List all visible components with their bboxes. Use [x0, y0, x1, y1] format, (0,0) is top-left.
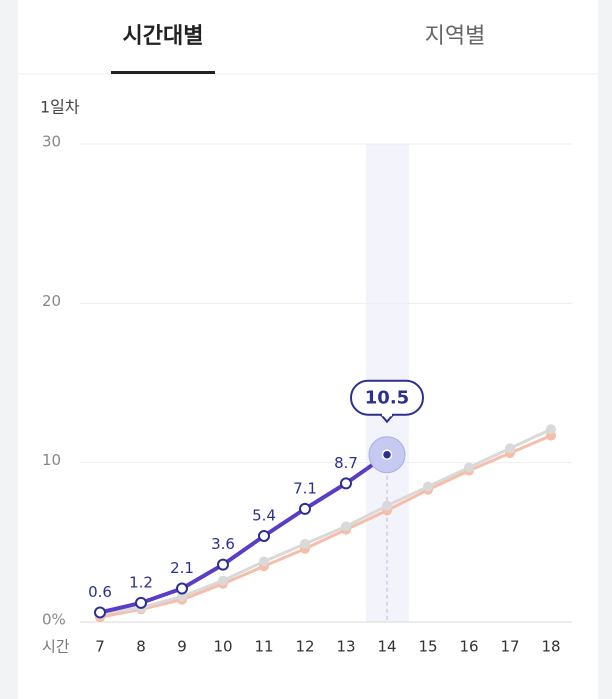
data-label: 8.7	[334, 454, 358, 472]
point	[135, 596, 147, 609]
x-tick-label: 15	[418, 638, 437, 656]
tab-active[interactable]: 시간대별	[123, 24, 204, 49]
subtitle: 1일차	[40, 98, 80, 117]
y-tick-label: 30	[42, 133, 61, 151]
x-tick-label: 10	[213, 638, 232, 656]
point	[176, 582, 188, 595]
x-tick-label: 16	[459, 638, 478, 656]
point	[218, 575, 228, 586]
x-tick-label: 14	[377, 638, 396, 656]
point	[423, 481, 433, 492]
point	[382, 500, 392, 511]
x-tick-label: 13	[336, 638, 355, 656]
x-tick-label: 9	[177, 638, 187, 656]
point	[341, 521, 351, 532]
x-tick-label: 8	[136, 638, 146, 656]
tab-underline	[111, 71, 215, 74]
y-tick-label: 0%	[42, 611, 66, 629]
data-label: 1.2	[129, 573, 153, 591]
x-tick-label: 11	[254, 638, 273, 656]
x-tick-label: 12	[295, 638, 314, 656]
point	[94, 606, 106, 619]
x-axis-label: 시간	[42, 638, 70, 656]
y-tick-label: 20	[42, 292, 61, 310]
card	[18, 0, 598, 699]
point	[340, 477, 352, 490]
x-tick-label: 17	[500, 638, 519, 656]
point	[217, 558, 229, 571]
point	[177, 591, 187, 602]
callout-pointer	[380, 414, 394, 424]
data-label: 0.6	[88, 583, 112, 601]
point	[259, 556, 269, 567]
x-tick-label: 7	[95, 638, 105, 656]
line	[99, 453, 389, 615]
data-label: 5.4	[252, 506, 276, 524]
point	[505, 443, 515, 454]
data-label: 3.6	[211, 535, 235, 553]
point	[300, 538, 310, 549]
line	[99, 434, 552, 619]
point	[299, 502, 311, 515]
x-tick-label: 18	[541, 638, 560, 656]
data-label: 2.1	[170, 559, 194, 577]
point	[464, 462, 474, 473]
callout-label: 10.5	[365, 388, 409, 409]
tab[interactable]: 지역별	[425, 24, 486, 49]
point	[546, 424, 556, 435]
data-label: 7.1	[293, 479, 317, 497]
point	[381, 449, 393, 460]
y-tick-label: 10	[42, 451, 61, 469]
point	[258, 529, 270, 542]
line	[99, 427, 552, 616]
